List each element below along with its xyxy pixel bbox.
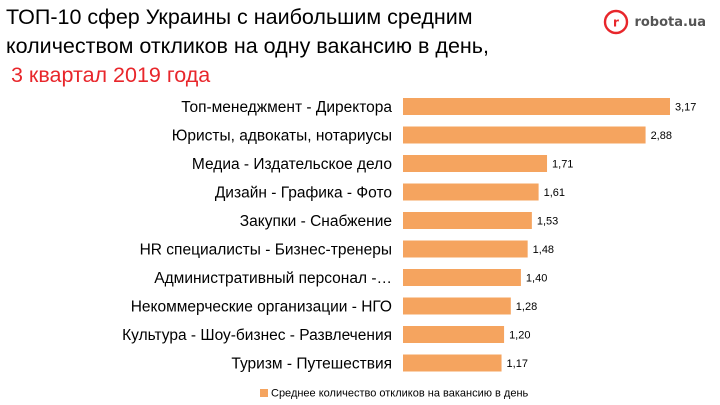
bar <box>403 155 548 172</box>
category-label: Культура - Шоу-бизнес - Развлечения <box>122 327 392 344</box>
data-label: 1,48 <box>533 244 554 256</box>
bar <box>403 240 528 258</box>
data-label: 2,88 <box>651 130 672 142</box>
title-line-1: ТОП-10 сфер Украины с наибольшим средним <box>6 5 473 29</box>
bar <box>403 212 532 229</box>
bar <box>403 354 502 372</box>
category-label: Некоммерческие организации - НГО <box>131 299 392 316</box>
data-label: 1,61 <box>544 187 565 199</box>
category-label: Туризм - Путешествия <box>231 356 392 373</box>
data-label: 1,71 <box>552 159 573 171</box>
category-label: Юристы, адвокаты, нотариусы <box>172 128 392 145</box>
category-label: Дизайн - Графика - Фото <box>215 185 392 202</box>
data-label: 3,17 <box>675 102 696 114</box>
bar <box>403 269 521 286</box>
bar <box>403 183 539 201</box>
legend-swatch <box>260 389 268 397</box>
title-line-2: количеством откликов на одну вакансию в … <box>6 34 489 58</box>
logo-mark-letter: r <box>613 16 619 30</box>
chart-title: ТОП-10 сфер Украины с наибольшим средним… <box>6 3 586 89</box>
data-label: 1,53 <box>537 216 558 228</box>
robota-logo-icon: r <box>604 9 629 35</box>
robota-logo: r robota.ua <box>603 9 706 35</box>
bar <box>403 126 646 144</box>
legend-label: Среднее количество откликов на вакансию … <box>271 388 529 400</box>
logo-text: robota.ua <box>634 14 706 30</box>
data-label: 1,40 <box>526 273 547 285</box>
chart-subtitle: 3 квартал 2019 года <box>11 63 211 87</box>
category-label: Административный персонал -… <box>154 270 392 287</box>
bar <box>403 297 511 315</box>
category-label: HR специалисты - Бизнес-тренеры <box>140 242 392 259</box>
category-label: Медиа - Издательское дело <box>192 156 392 173</box>
data-label: 1,20 <box>509 330 530 342</box>
category-label: Топ-менеджмент - Директора <box>181 99 392 116</box>
data-label: 1,28 <box>516 301 537 313</box>
bar <box>403 326 505 343</box>
category-label: Закупки - Снабжение <box>240 213 392 230</box>
data-label: 1,17 <box>507 358 528 370</box>
bar <box>403 98 670 115</box>
